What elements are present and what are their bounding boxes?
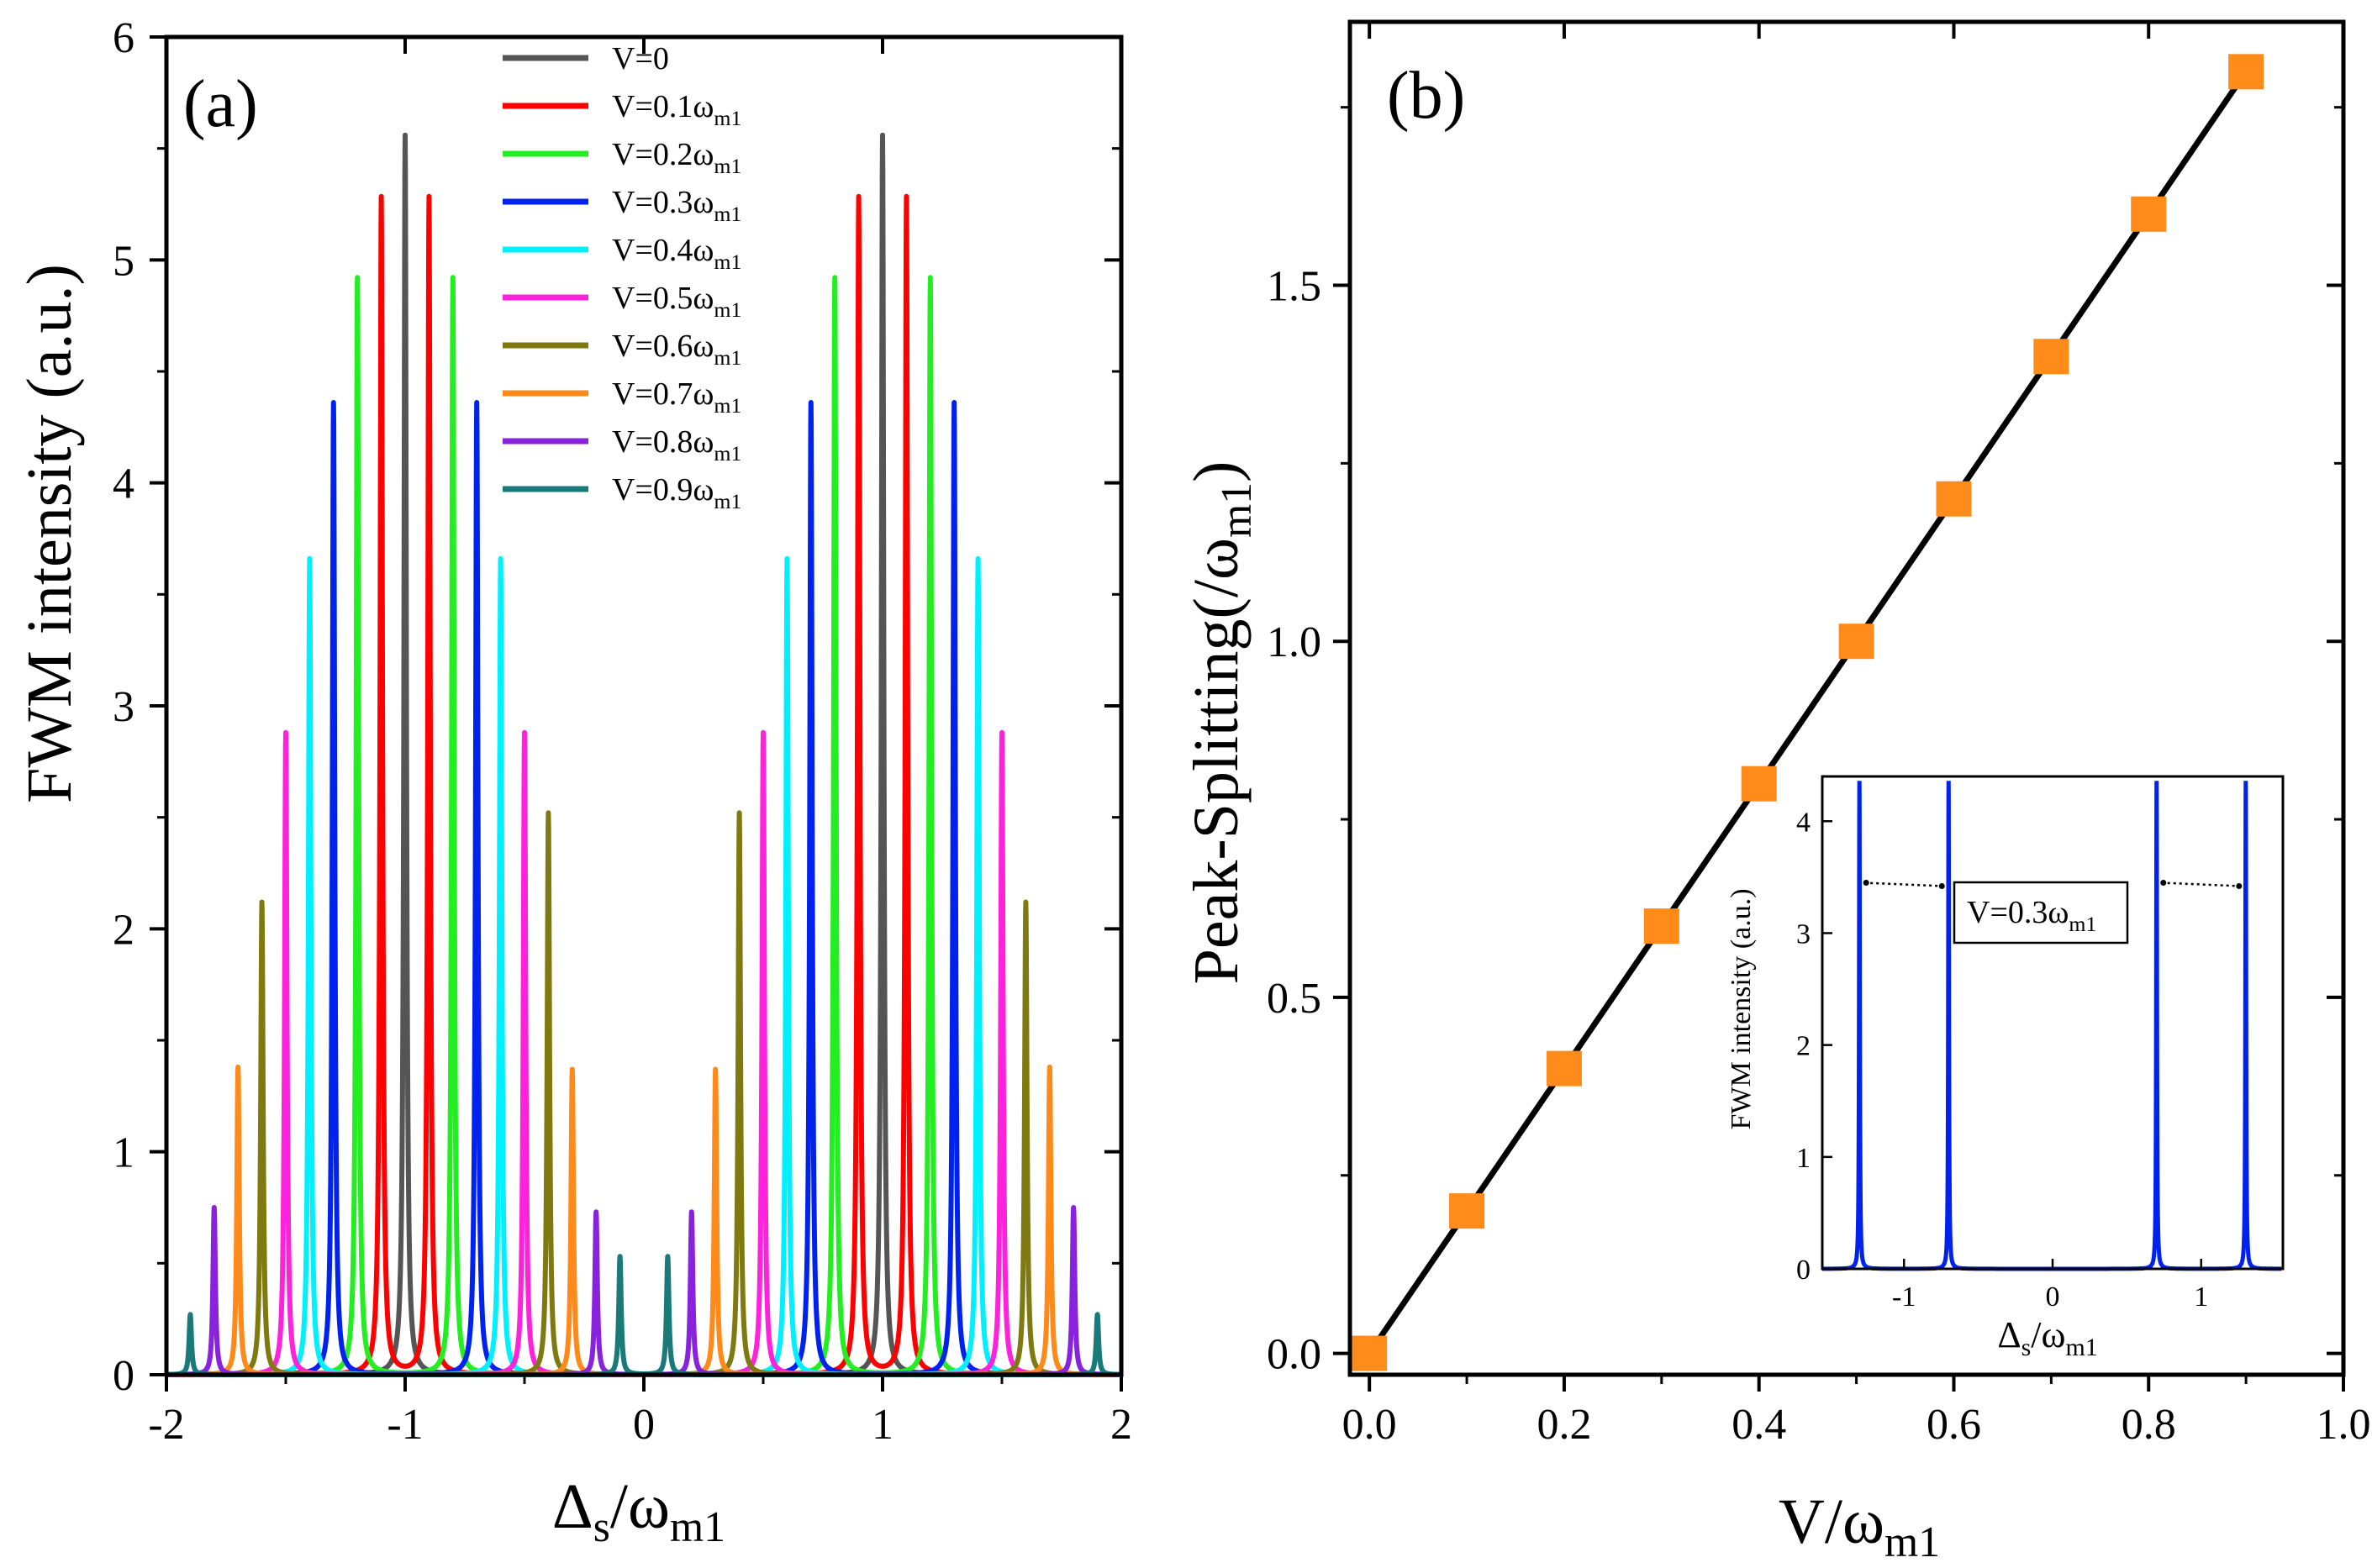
panel-a-legend: V=0 V=0.1ωm1 V=0.2ωm1 V=0.3ωm1 V=0.4ωm1 V=0.5… bbox=[503, 41, 741, 513]
y-tick-label: 0.0 bbox=[1267, 1331, 1321, 1379]
x-tick-label: 0 bbox=[633, 1401, 655, 1449]
legend-label-1: V=0.1ωm1 bbox=[612, 89, 741, 130]
panel-b-markers bbox=[1352, 54, 2264, 1371]
x-tick-label: 0.0 bbox=[1342, 1401, 1397, 1449]
data-point-marker bbox=[1643, 908, 1679, 944]
y-tick-label: 1 bbox=[113, 1129, 134, 1177]
inset-x-tick-label: 1 bbox=[2194, 1281, 2208, 1313]
y-tick-label: 0 bbox=[113, 1352, 134, 1400]
data-point-marker bbox=[1838, 624, 1874, 660]
panel-a-curves bbox=[166, 132, 1120, 1377]
inset-frame bbox=[1821, 775, 2285, 1271]
inset-y-tick-label: 1 bbox=[1796, 1143, 1811, 1174]
panel-a-chart: -2 -1 0 1 2 0 1 2 3 4 5 6 V=0 V=0.1ωm1 V=0.2ωm1 V=0.3ω… bbox=[14, 14, 1132, 1551]
fit-line-path bbox=[1367, 70, 2249, 1355]
data-point-marker bbox=[1546, 1050, 1582, 1087]
legend-label-6: V=0.6ωm1 bbox=[612, 329, 741, 370]
data-point-marker bbox=[2033, 339, 2069, 375]
inset-arrow-head-right-0 bbox=[1938, 883, 1945, 890]
panel-b-chart: 0.0 0.2 0.4 0.6 0.8 1.0 0.0 0.5 1.0 1.5 (b) Peak-… bbox=[1181, 19, 2371, 1566]
x-tick-label: 1 bbox=[872, 1401, 893, 1449]
data-point-marker bbox=[1936, 481, 1972, 517]
inset-annotation-box bbox=[1953, 881, 2129, 944]
legend-label-2: V=0.2ωm1 bbox=[612, 137, 741, 178]
y-tick-label: 1.5 bbox=[1267, 263, 1321, 311]
legend-label-3: V=0.3ωm1 bbox=[612, 185, 741, 226]
inset-arrow-1 bbox=[2161, 881, 2241, 887]
legend-label-4: V=0.4ωm1 bbox=[612, 233, 741, 274]
data-point-marker bbox=[1449, 1193, 1485, 1229]
panel-a-ylabel: FWM intensity (a.u.) bbox=[14, 264, 85, 803]
series-line-4 bbox=[166, 555, 1120, 1377]
panel-a-frame bbox=[164, 34, 1124, 1377]
inset-ylabel: FWM intensity (a.u.) bbox=[1726, 888, 1757, 1129]
y-tick-label: 2 bbox=[113, 906, 134, 954]
x-tick-label: 0.6 bbox=[1927, 1401, 1981, 1449]
y-tick-label: 5 bbox=[113, 237, 134, 285]
inset-ticks: -1 0 1 0 1 2 3 4 bbox=[1796, 807, 2208, 1313]
inset-arrow-head-left-0 bbox=[1863, 880, 1869, 887]
inset-arrows bbox=[1863, 880, 2243, 890]
legend-label-7: V=0.7ωm1 bbox=[612, 376, 741, 418]
x-tick-label: 2 bbox=[1110, 1401, 1132, 1449]
legend-label-9: V=0.9ωm1 bbox=[612, 472, 741, 513]
panel-b-ylabel: Peak-Splitting(/ωm1) bbox=[1181, 461, 1261, 985]
data-point-marker bbox=[1352, 1335, 1388, 1371]
inset-y-tick-label: 4 bbox=[1796, 807, 1811, 838]
y-tick-label: 1.0 bbox=[1267, 618, 1321, 666]
inset-arrow-head-right-1 bbox=[2236, 883, 2243, 890]
inset-xlabel: Δs/ωm1 bbox=[1997, 1314, 2097, 1361]
x-tick-label: -1 bbox=[387, 1401, 423, 1449]
data-point-marker bbox=[1741, 766, 1777, 802]
legend-label-8: V=0.8ωm1 bbox=[612, 424, 741, 466]
inset-arrow-0 bbox=[1864, 881, 1944, 887]
panel-b-ticks: 0.0 0.2 0.4 0.6 0.8 1.0 0.0 0.5 1.0 1.5 bbox=[1267, 22, 2371, 1449]
panel-b-fit-line bbox=[1367, 70, 2249, 1355]
inset-y-tick-label: 3 bbox=[1796, 918, 1811, 950]
inset-background bbox=[1822, 776, 2283, 1269]
inset-x-tick-label: 0 bbox=[2046, 1281, 2060, 1313]
y-tick-label: 4 bbox=[113, 460, 134, 508]
panel-a-xlabel: Δs/ωm1 bbox=[552, 1471, 725, 1551]
panel-b-frame bbox=[1347, 19, 2346, 1377]
y-tick-label: 3 bbox=[113, 683, 134, 731]
panel-a-label: (a) bbox=[183, 67, 258, 141]
x-tick-label: 0.8 bbox=[2122, 1401, 2176, 1449]
legend-label-5: V=0.5ωm1 bbox=[612, 281, 741, 322]
inset-y-tick-label: 0 bbox=[1796, 1255, 1811, 1286]
x-tick-label: 0.2 bbox=[1537, 1401, 1591, 1449]
panel-b-label: (b) bbox=[1387, 59, 1465, 133]
x-tick-label: 0.4 bbox=[1732, 1401, 1786, 1449]
x-tick-label: -2 bbox=[148, 1401, 184, 1449]
legend-label-0: V=0 bbox=[612, 41, 669, 76]
data-point-marker bbox=[2131, 196, 2167, 232]
inset-arrow-head-left-1 bbox=[2160, 880, 2167, 887]
inset-x-tick-label: -1 bbox=[1892, 1281, 1916, 1313]
inset-y-tick-label: 2 bbox=[1796, 1031, 1811, 1062]
y-tick-label: 6 bbox=[113, 14, 134, 62]
data-point-marker bbox=[2228, 54, 2264, 90]
x-tick-label: 1.0 bbox=[2317, 1401, 2371, 1449]
panel-a-ticks: -2 -1 0 1 2 0 1 2 3 4 5 6 bbox=[113, 14, 1132, 1449]
panel-b-xlabel: V/ωm1 bbox=[1779, 1486, 1940, 1566]
y-tick-label: 0.5 bbox=[1267, 975, 1321, 1023]
